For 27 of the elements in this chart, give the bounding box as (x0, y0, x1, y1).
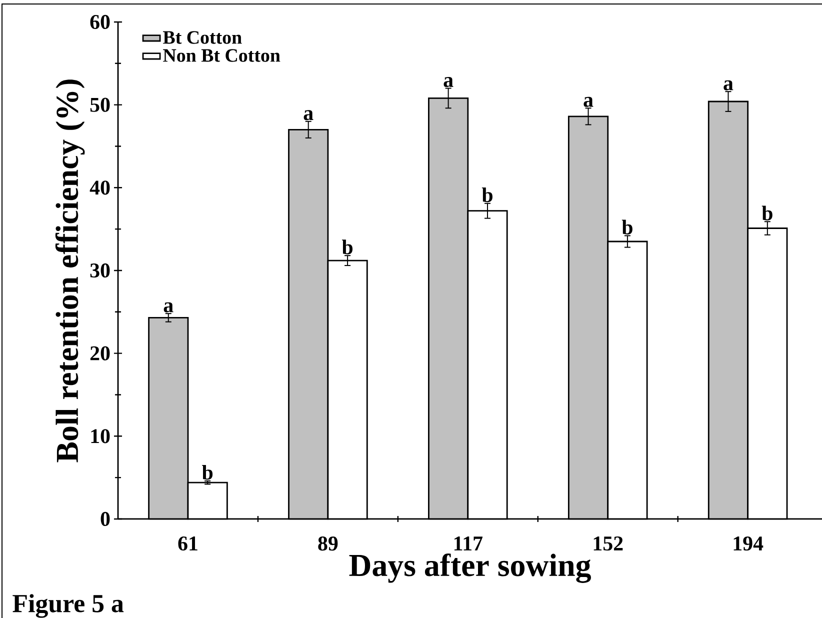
annotation: b (762, 206, 772, 220)
annotation: b (342, 240, 353, 254)
y-tick-label: 60 (90, 14, 110, 30)
y-tick-label: 30 (90, 263, 110, 278)
x-tick-label: 61 (178, 536, 198, 551)
x-tick-label: 89 (318, 536, 338, 551)
y-tick-label: 20 (90, 346, 110, 360)
legend-label: Non Bt Cotton (163, 49, 280, 62)
annotation: a (724, 80, 734, 90)
y-tick-label: 40 (90, 180, 110, 195)
x-tick-label: 152 (594, 536, 623, 551)
annotation: a (164, 302, 174, 312)
annotation: a (584, 96, 594, 107)
x-tick-label: 194 (734, 536, 764, 551)
annotation: b (622, 220, 632, 234)
annotation: a (444, 77, 454, 88)
annotation: b (482, 187, 492, 202)
y-tick-label: 0 (100, 512, 110, 526)
y-axis-title: Boll retention efficiency (%) (55, 80, 85, 462)
y-tick-label: 10 (91, 429, 110, 444)
caption: Figure 5 a (12, 594, 124, 618)
annotation: b (202, 464, 213, 480)
annotation: a (304, 110, 314, 120)
x-tick-label: 117 (454, 536, 483, 550)
y-tick-label: 50 (90, 98, 110, 112)
x-axis-title: Days after sowing (349, 553, 591, 583)
legend-label: Bt Cotton (163, 31, 242, 44)
